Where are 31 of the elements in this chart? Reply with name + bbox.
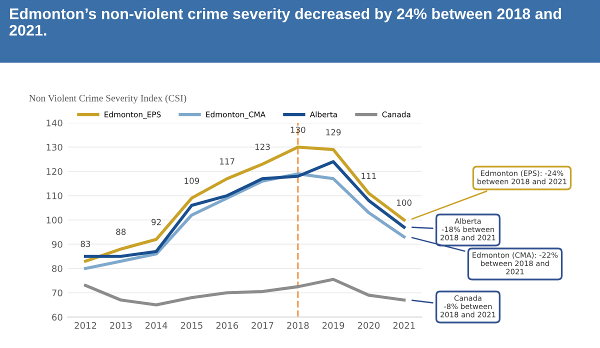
x-tick-label: 2014	[145, 322, 168, 329]
y-tick-label: 80	[52, 265, 62, 272]
y-tick-label: 60	[52, 314, 62, 321]
y-tick-label: 90	[52, 240, 62, 248]
y-tick-label: 140	[46, 120, 62, 126]
data-label: 123	[255, 144, 270, 150]
data-label: 88	[116, 228, 126, 235]
data-label: 109	[184, 178, 200, 184]
data-label: 92	[152, 218, 161, 226]
x-tick-label: 2013	[110, 322, 132, 329]
y-tick-label: 110	[46, 192, 62, 200]
x-tick-label: 2016	[216, 322, 238, 329]
data-label: 111	[362, 172, 376, 180]
line-series	[84, 278, 406, 306]
y-axis-title: Non Violent Crime Severity Index (CSI)	[29, 94, 186, 104]
x-tick-label: 2015	[180, 322, 202, 329]
y-tick-label: 100	[46, 216, 62, 224]
x-tick-label: 2017	[252, 322, 274, 329]
x-tick-label: 2012	[74, 322, 96, 329]
y-tick-label: 120	[46, 168, 62, 175]
y-tick-label: 130	[46, 144, 62, 151]
y-tick-label: 70	[52, 289, 62, 296]
x-tick-label: 2018	[287, 322, 309, 329]
x-tick-label: 2019	[322, 322, 344, 329]
chart-title: Edmonton’s non-violent crime severity decreased by 24% between 2018 and 2021.	[10, 8, 562, 36]
data-label: 117	[220, 158, 234, 164]
data-label: 129	[326, 129, 341, 136]
x-tick-label: 2021	[393, 322, 415, 329]
data-label: 83	[80, 240, 90, 248]
x-tick-label: 2020	[358, 322, 380, 329]
data-label: 100	[397, 200, 412, 206]
